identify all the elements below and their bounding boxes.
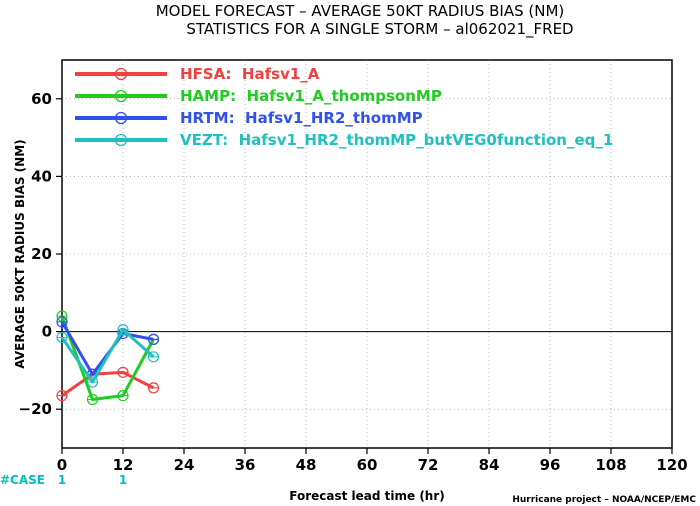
legend: HFSA: Hafsv1_A HAMP: Hafsv1_A_thompsonMP H… xyxy=(75,65,613,149)
case-count: 1 xyxy=(58,473,66,487)
y-tick-label: 20 xyxy=(31,245,52,263)
x-tick-label: 72 xyxy=(418,456,439,474)
legend-marker-3 xyxy=(114,133,128,147)
y-ticks: −20 0 20 40 60 xyxy=(19,90,62,418)
legend-marker-2 xyxy=(114,111,128,125)
case-count: 1 xyxy=(119,473,127,487)
legend-marker-1 xyxy=(114,89,128,103)
x-tick-label: 60 xyxy=(357,456,378,474)
case-label: #CASE xyxy=(0,473,45,487)
y-tick-label: 0 xyxy=(42,323,52,341)
y-tick-label: 60 xyxy=(31,90,52,108)
x-tick-label: 96 xyxy=(540,456,561,474)
series-line-0 xyxy=(61,370,155,397)
series-line-3 xyxy=(60,328,155,384)
legend-label-0: HFSA: Hafsv1_A xyxy=(180,65,320,83)
series-group xyxy=(56,310,160,406)
x-tick-label: 0 xyxy=(57,456,67,474)
x-tick-label: 48 xyxy=(296,456,317,474)
grid xyxy=(62,60,672,448)
x-tick-label: 36 xyxy=(235,456,256,474)
x-tick-label: 120 xyxy=(656,456,687,474)
legend-label-3: VEZT: Hafsv1_HR2_thomMP_butVEG0function_… xyxy=(180,131,613,149)
chart-title-line2: STATISTICS FOR A SINGLE STORM – al062021… xyxy=(186,20,573,39)
x-tick-label: 84 xyxy=(479,456,500,474)
x-tick-label: 108 xyxy=(595,456,626,474)
chart-title-line1: MODEL FORECAST – AVERAGE 50KT RADIUS BIA… xyxy=(156,2,565,20)
legend-label-1: HAMP: Hafsv1_A_thompsonMP xyxy=(180,87,442,105)
x-axis-label: Forecast lead time (hr) xyxy=(289,489,445,503)
y-tick-label: 40 xyxy=(31,167,52,185)
legend-label-2: HRTM: Hafsv1_HR2_thomMP xyxy=(180,109,423,127)
x-tick-label: 24 xyxy=(174,456,195,474)
y-tick-label: −20 xyxy=(19,400,52,418)
legend-marker-0 xyxy=(114,67,128,81)
x-tick-label: 12 xyxy=(113,456,134,474)
credit: Hurricane project – NOAA/NCEP/EMC xyxy=(512,495,696,505)
x-ticks: 0 12 24 36 48 60 72 84 96 108 120 xyxy=(57,448,688,474)
y-axis-label: AVERAGE 50KT RADIUS BIAS (NM) xyxy=(13,139,27,368)
